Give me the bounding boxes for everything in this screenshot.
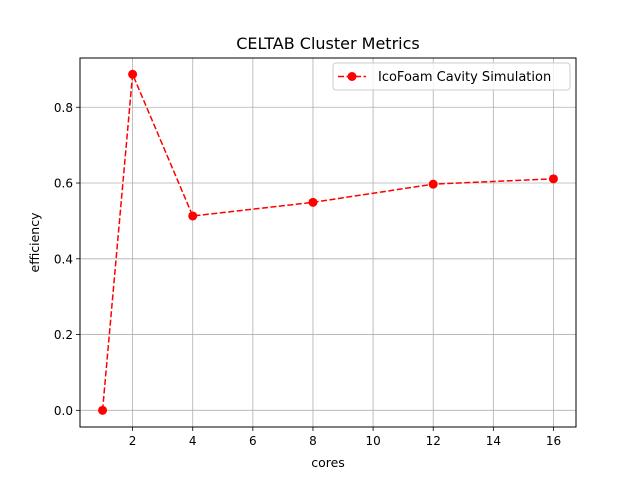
data-point: [188, 211, 198, 221]
legend-entry-label: IcoFoam Cavity Simulation: [378, 70, 551, 85]
series-line: [101, 73, 554, 411]
series-layer: [98, 69, 558, 415]
x-tick-label: 12: [426, 434, 441, 448]
grid-lines: [80, 58, 576, 427]
y-tick-label: 0.6: [54, 177, 73, 191]
x-tick-label: 8: [309, 434, 317, 448]
y-axis-label: efficiency: [27, 212, 42, 273]
chart-title: CELTAB Cluster Metrics: [236, 34, 419, 53]
x-tick-label: 2: [129, 434, 137, 448]
x-axis-ticks: 2 4 6 8 10 12 14 16: [129, 427, 561, 448]
y-axis-ticks: 0.0 0.2 0.4 0.6 0.8: [54, 101, 80, 418]
legend-marker-sample: [347, 72, 357, 81]
x-tick-label: 6: [249, 434, 257, 448]
plot-area-frame: [79, 57, 577, 428]
data-point: [548, 174, 558, 184]
legend-box: [332, 62, 571, 91]
data-point: [128, 69, 138, 79]
y-tick-label: 0.0: [54, 404, 73, 418]
x-tick-label: 14: [486, 434, 501, 448]
x-tick-label: 4: [189, 434, 197, 448]
data-point: [98, 405, 108, 415]
legend: IcoFoam Cavity Simulation: [332, 62, 571, 91]
x-axis-label: cores: [311, 455, 345, 470]
data-point: [308, 197, 318, 207]
x-tick-label: 16: [546, 434, 561, 448]
y-tick-label: 0.4: [54, 252, 73, 266]
data-point: [428, 179, 438, 189]
x-tick-label: 10: [365, 434, 380, 448]
y-tick-label: 0.8: [54, 101, 73, 115]
y-tick-label: 0.2: [54, 328, 73, 342]
